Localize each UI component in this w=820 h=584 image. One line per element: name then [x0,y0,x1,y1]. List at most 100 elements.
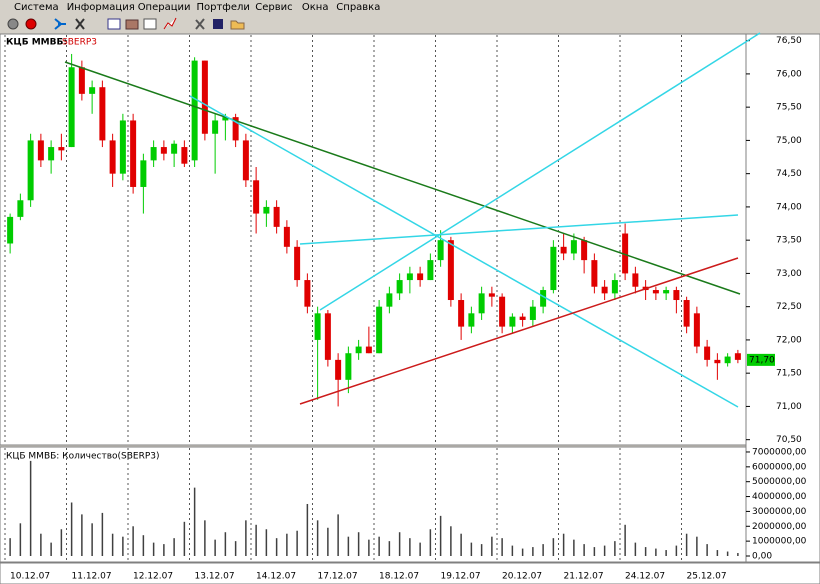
menu-item[interactable]: Справка [336,2,381,13]
candle-body [17,200,24,217]
volume-bar [439,515,442,556]
icon-save[interactable] [213,19,223,29]
volume-bar [9,538,11,556]
candle-body [232,117,239,141]
volume-bar [726,551,729,556]
candle-body [314,313,321,340]
volume-bar [275,538,278,556]
candle-body [58,147,65,151]
candle-body [519,316,526,320]
menu-item[interactable]: Сервис [255,2,293,13]
candle-body [468,313,475,327]
candle-body [68,67,75,148]
menu-item[interactable]: Информация [66,2,135,13]
menu-item[interactable]: Операции [137,2,191,13]
menu-item[interactable]: Портфели [196,2,250,13]
candle-body [27,140,34,201]
y-tick-label: 71,50 [776,369,802,379]
icon-portfolio[interactable] [125,19,139,30]
candle-body [632,273,639,287]
volume-bar [183,521,186,556]
volume-bar [419,542,421,556]
y-tick-label: 2000000,00 [752,522,807,532]
y-tick-label: 72,50 [776,302,802,312]
menu-item[interactable]: Система [14,2,59,13]
icon-open[interactable] [230,20,245,30]
candle-body [683,300,690,327]
icon-table[interactable] [107,18,121,30]
volume-bar [163,544,165,556]
candle-body [253,180,260,214]
volume-bar [706,544,708,556]
volume-bar [152,542,155,556]
volume-bar [655,548,657,556]
x-tick-label: 24.12.07 [625,572,665,582]
menu-item[interactable]: Окна [301,2,329,13]
date-axis-panel [0,562,820,584]
candle-body [171,143,178,154]
candle-body [160,147,167,154]
y-tick-label: 73,50 [776,236,802,246]
candle-body [570,240,577,254]
x-tick-label: 19.12.07 [441,572,481,582]
volume-bar [409,538,411,556]
candle-body [396,280,403,294]
volume-bar [245,520,247,556]
candle-body [355,346,362,354]
volume-bar [696,536,698,556]
candle-body [724,356,731,364]
candle-body [458,300,465,327]
candle-body [386,293,393,307]
y-tick-label: 6000000,00 [752,462,807,472]
volume-bar [614,541,616,556]
price-chart-title: КЦБ ММВБ: [6,38,67,48]
x-tick-label: 10.12.07 [10,572,50,582]
volume-panel [0,446,747,563]
icon-connect[interactable] [7,18,19,30]
icon-close[interactable] [75,18,85,30]
icon-transfer[interactable] [54,18,66,30]
candle-body [488,293,495,297]
volume-bar [316,520,319,556]
candle-body [376,306,383,354]
y-tick-label: 76,50 [776,36,802,46]
icon-orders[interactable] [143,18,157,30]
volume-bar [60,529,63,556]
candle-body [37,140,44,161]
candle-body [324,313,331,360]
marks [7,53,741,556]
candle-body [140,160,147,187]
volume-bar [286,533,288,556]
y-tick-label: 0,00 [752,552,772,562]
candle-body [478,293,485,314]
volume-bar [644,547,647,556]
candle-body [294,246,301,281]
x-tick-label: 12.12.07 [133,572,173,582]
volume-bar [296,530,298,556]
volume-bar [603,545,606,556]
candle-body [529,306,536,320]
icon-chart[interactable] [163,17,177,30]
candle-body [447,240,454,301]
candle-body [581,240,588,261]
volume-bar [368,539,370,556]
y-tick-label: 74,50 [776,169,802,179]
volume-bar [214,539,216,556]
volume-bar [40,533,42,556]
volume-bar [357,532,360,556]
x-tick-label: 14.12.07 [256,572,296,582]
icon-tools[interactable] [195,18,205,30]
x-tick-label: 18.12.07 [379,572,419,582]
volume-bar [347,536,350,556]
trendline [299,214,739,245]
candle-body [48,147,55,161]
candle-body [283,226,290,247]
price-chart-instrument: SBERP3 [62,38,97,48]
candle-body [663,290,670,294]
icon-disconnect[interactable] [25,18,37,30]
y-tick-label: 76,00 [776,69,802,79]
volume-bar [634,542,637,556]
candle-body [191,60,198,161]
candle-body [263,206,270,214]
